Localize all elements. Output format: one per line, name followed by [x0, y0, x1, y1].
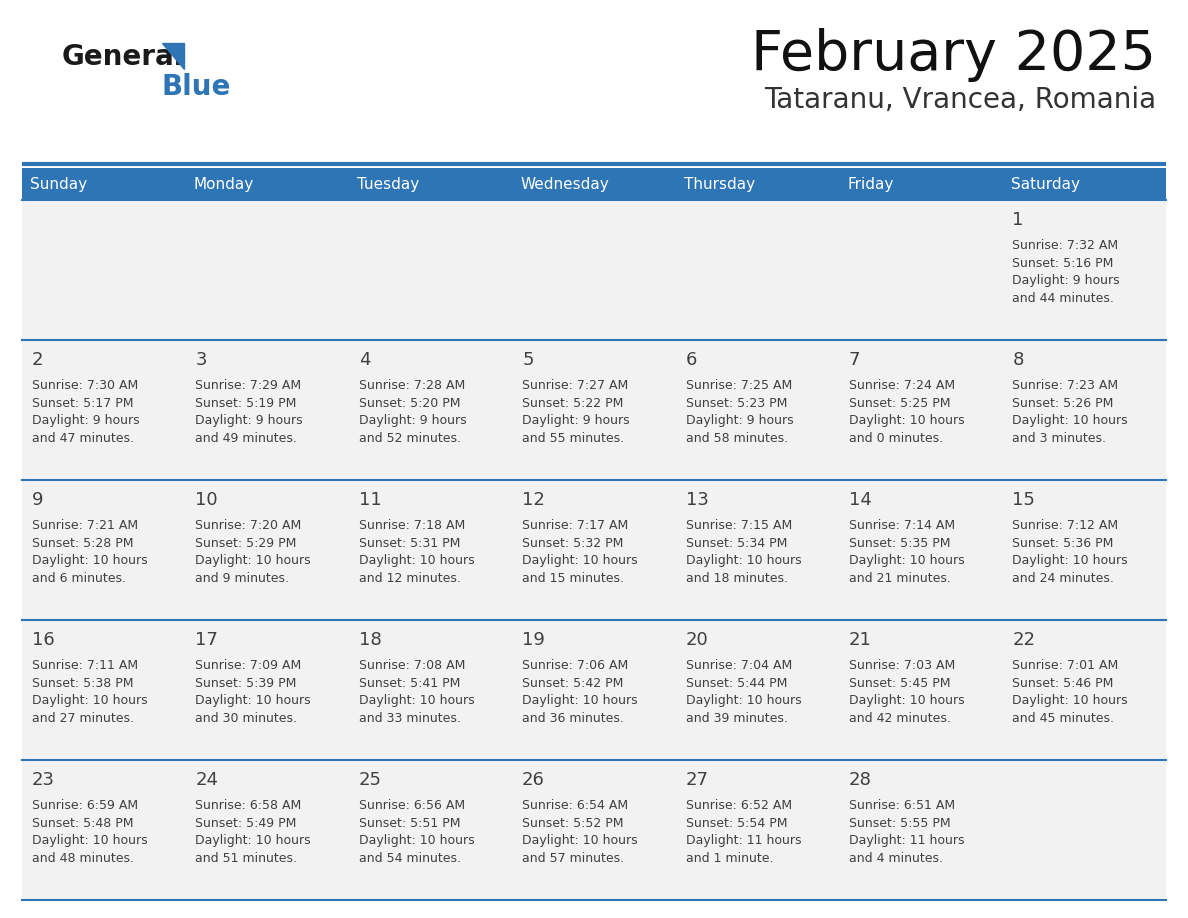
Text: Blue: Blue [162, 73, 232, 101]
Text: 22: 22 [1012, 632, 1036, 649]
Text: Sunrise: 7:21 AM
Sunset: 5:28 PM
Daylight: 10 hours
and 6 minutes.: Sunrise: 7:21 AM Sunset: 5:28 PM Dayligh… [32, 520, 147, 585]
Text: Sunrise: 7:09 AM
Sunset: 5:39 PM
Daylight: 10 hours
and 30 minutes.: Sunrise: 7:09 AM Sunset: 5:39 PM Dayligh… [195, 659, 311, 724]
Text: 28: 28 [849, 771, 872, 789]
Text: 25: 25 [359, 771, 381, 789]
Text: Sunrise: 6:51 AM
Sunset: 5:55 PM
Daylight: 11 hours
and 4 minutes.: Sunrise: 6:51 AM Sunset: 5:55 PM Dayligh… [849, 800, 965, 865]
Text: February 2025: February 2025 [751, 28, 1156, 82]
Text: 6: 6 [685, 352, 697, 369]
Text: 17: 17 [195, 632, 219, 649]
Text: Sunrise: 7:04 AM
Sunset: 5:44 PM
Daylight: 10 hours
and 39 minutes.: Sunrise: 7:04 AM Sunset: 5:44 PM Dayligh… [685, 659, 801, 724]
Text: 11: 11 [359, 491, 381, 509]
Bar [23, 340, 1165, 480]
Text: Sunday: Sunday [30, 176, 87, 192]
Text: Sunrise: 7:18 AM
Sunset: 5:31 PM
Daylight: 10 hours
and 12 minutes.: Sunrise: 7:18 AM Sunset: 5:31 PM Dayligh… [359, 520, 474, 585]
Text: Friday: Friday [847, 176, 893, 192]
Text: 14: 14 [849, 491, 872, 509]
Text: 3: 3 [195, 352, 207, 369]
Text: 24: 24 [195, 771, 219, 789]
Text: 2: 2 [32, 352, 43, 369]
Text: 19: 19 [522, 632, 545, 649]
Text: 12: 12 [522, 491, 545, 509]
Text: 18: 18 [359, 632, 381, 649]
Text: Sunrise: 7:20 AM
Sunset: 5:29 PM
Daylight: 10 hours
and 9 minutes.: Sunrise: 7:20 AM Sunset: 5:29 PM Dayligh… [195, 520, 311, 585]
Text: 9: 9 [32, 491, 43, 509]
Text: Sunrise: 6:58 AM
Sunset: 5:49 PM
Daylight: 10 hours
and 51 minutes.: Sunrise: 6:58 AM Sunset: 5:49 PM Dayligh… [195, 800, 311, 865]
Text: 7: 7 [849, 352, 860, 369]
Text: Sunrise: 7:17 AM
Sunset: 5:32 PM
Daylight: 10 hours
and 15 minutes.: Sunrise: 7:17 AM Sunset: 5:32 PM Dayligh… [522, 520, 638, 585]
Text: Thursday: Thursday [684, 176, 756, 192]
Text: Wednesday: Wednesday [520, 176, 609, 192]
Text: 26: 26 [522, 771, 545, 789]
Text: Sunrise: 7:28 AM
Sunset: 5:20 PM
Daylight: 9 hours
and 52 minutes.: Sunrise: 7:28 AM Sunset: 5:20 PM Dayligh… [359, 379, 466, 444]
Text: Sunrise: 6:54 AM
Sunset: 5:52 PM
Daylight: 10 hours
and 57 minutes.: Sunrise: 6:54 AM Sunset: 5:52 PM Dayligh… [522, 800, 638, 865]
Text: Tuesday: Tuesday [358, 176, 419, 192]
Text: Sunrise: 7:14 AM
Sunset: 5:35 PM
Daylight: 10 hours
and 21 minutes.: Sunrise: 7:14 AM Sunset: 5:35 PM Dayligh… [849, 520, 965, 585]
Text: Sunrise: 7:27 AM
Sunset: 5:22 PM
Daylight: 9 hours
and 55 minutes.: Sunrise: 7:27 AM Sunset: 5:22 PM Dayligh… [522, 379, 630, 444]
Bar [23, 200, 1165, 340]
Text: Sunrise: 6:52 AM
Sunset: 5:54 PM
Daylight: 11 hours
and 1 minute.: Sunrise: 6:52 AM Sunset: 5:54 PM Dayligh… [685, 800, 801, 865]
Text: Sunrise: 7:15 AM
Sunset: 5:34 PM
Daylight: 10 hours
and 18 minutes.: Sunrise: 7:15 AM Sunset: 5:34 PM Dayligh… [685, 520, 801, 585]
Text: 16: 16 [32, 632, 55, 649]
Text: Saturday: Saturday [1011, 176, 1080, 192]
Bar [23, 168, 1165, 200]
Text: Sunrise: 6:56 AM
Sunset: 5:51 PM
Daylight: 10 hours
and 54 minutes.: Sunrise: 6:56 AM Sunset: 5:51 PM Dayligh… [359, 800, 474, 865]
Text: Sunrise: 7:30 AM
Sunset: 5:17 PM
Daylight: 9 hours
and 47 minutes.: Sunrise: 7:30 AM Sunset: 5:17 PM Dayligh… [32, 379, 139, 444]
Text: Sunrise: 7:32 AM
Sunset: 5:16 PM
Daylight: 9 hours
and 44 minutes.: Sunrise: 7:32 AM Sunset: 5:16 PM Dayligh… [1012, 240, 1120, 305]
Bar [23, 620, 1165, 760]
Text: 15: 15 [1012, 491, 1035, 509]
Text: Sunrise: 7:11 AM
Sunset: 5:38 PM
Daylight: 10 hours
and 27 minutes.: Sunrise: 7:11 AM Sunset: 5:38 PM Dayligh… [32, 659, 147, 724]
Text: 20: 20 [685, 632, 708, 649]
Bar [23, 480, 1165, 620]
Text: 5: 5 [522, 352, 533, 369]
Text: 10: 10 [195, 491, 217, 509]
Text: General: General [62, 43, 184, 71]
Text: 27: 27 [685, 771, 708, 789]
Text: 23: 23 [32, 771, 55, 789]
Text: 21: 21 [849, 632, 872, 649]
Text: Sunrise: 7:08 AM
Sunset: 5:41 PM
Daylight: 10 hours
and 33 minutes.: Sunrise: 7:08 AM Sunset: 5:41 PM Dayligh… [359, 659, 474, 724]
Text: Sunrise: 7:23 AM
Sunset: 5:26 PM
Daylight: 10 hours
and 3 minutes.: Sunrise: 7:23 AM Sunset: 5:26 PM Dayligh… [1012, 379, 1127, 444]
Text: 13: 13 [685, 491, 708, 509]
Text: 1: 1 [1012, 211, 1024, 230]
Text: 8: 8 [1012, 352, 1024, 369]
Text: Sunrise: 7:29 AM
Sunset: 5:19 PM
Daylight: 9 hours
and 49 minutes.: Sunrise: 7:29 AM Sunset: 5:19 PM Dayligh… [195, 379, 303, 444]
Text: Sunrise: 7:06 AM
Sunset: 5:42 PM
Daylight: 10 hours
and 36 minutes.: Sunrise: 7:06 AM Sunset: 5:42 PM Dayligh… [522, 659, 638, 724]
Text: Sunrise: 7:24 AM
Sunset: 5:25 PM
Daylight: 10 hours
and 0 minutes.: Sunrise: 7:24 AM Sunset: 5:25 PM Dayligh… [849, 379, 965, 444]
Text: Sunrise: 7:03 AM
Sunset: 5:45 PM
Daylight: 10 hours
and 42 minutes.: Sunrise: 7:03 AM Sunset: 5:45 PM Dayligh… [849, 659, 965, 724]
Text: Sunrise: 7:01 AM
Sunset: 5:46 PM
Daylight: 10 hours
and 45 minutes.: Sunrise: 7:01 AM Sunset: 5:46 PM Dayligh… [1012, 659, 1127, 724]
Text: 4: 4 [359, 352, 371, 369]
Text: Sunrise: 7:12 AM
Sunset: 5:36 PM
Daylight: 10 hours
and 24 minutes.: Sunrise: 7:12 AM Sunset: 5:36 PM Dayligh… [1012, 520, 1127, 585]
Text: Monday: Monday [194, 176, 254, 192]
Text: Sunrise: 6:59 AM
Sunset: 5:48 PM
Daylight: 10 hours
and 48 minutes.: Sunrise: 6:59 AM Sunset: 5:48 PM Dayligh… [32, 800, 147, 865]
Polygon shape [162, 43, 184, 69]
Bar [23, 760, 1165, 900]
Text: Tataranu, Vrancea, Romania: Tataranu, Vrancea, Romania [764, 86, 1156, 114]
Text: Sunrise: 7:25 AM
Sunset: 5:23 PM
Daylight: 9 hours
and 58 minutes.: Sunrise: 7:25 AM Sunset: 5:23 PM Dayligh… [685, 379, 794, 444]
